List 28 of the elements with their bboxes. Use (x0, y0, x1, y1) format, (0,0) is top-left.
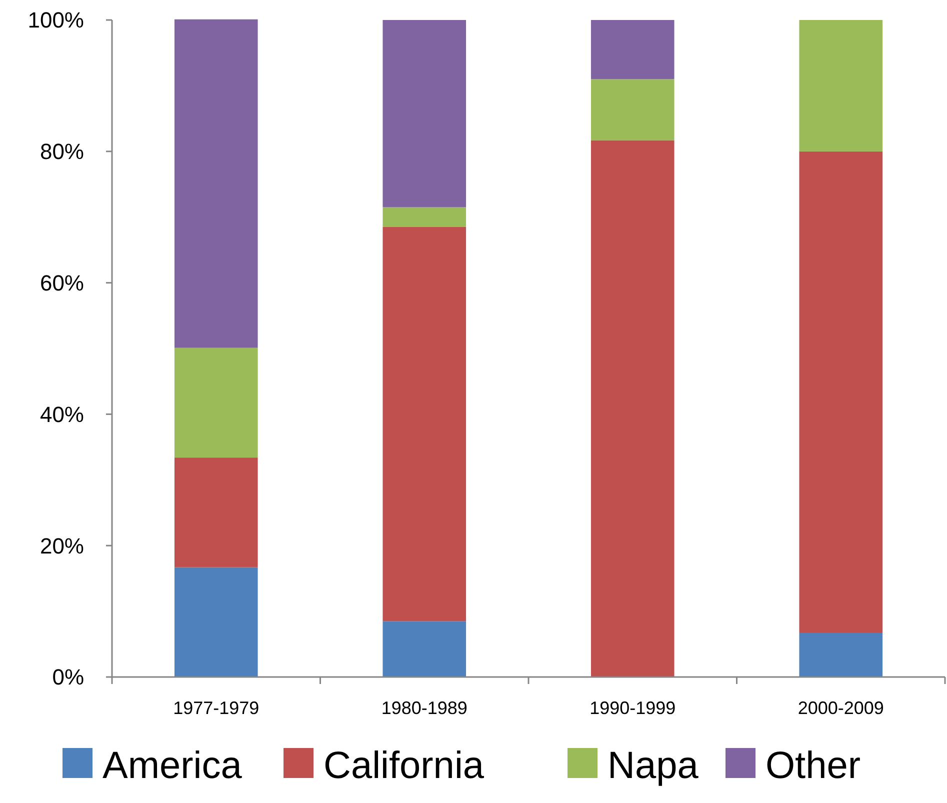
legend-label: America (102, 745, 243, 787)
legend-label: California (324, 745, 485, 787)
bar (382, 621, 466, 677)
bar (174, 458, 258, 568)
y-tick-label: 20% (40, 533, 84, 558)
legend-label: Other (766, 745, 861, 787)
bar (590, 20, 674, 80)
bar (799, 632, 883, 677)
bar (799, 151, 883, 633)
bar (590, 140, 674, 677)
bar (799, 20, 883, 152)
x-tick-label: 1990-1999 (590, 698, 676, 718)
y-tick-label: 0% (52, 664, 84, 690)
bar (382, 226, 466, 622)
bar (174, 348, 258, 458)
bar (382, 207, 466, 227)
x-tick-label: 1977-1979 (173, 698, 260, 718)
y-tick-label: 100% (28, 8, 84, 33)
legend-label: Napa (608, 745, 700, 787)
bar (382, 20, 466, 208)
bar (174, 567, 258, 677)
x-tick-label: 1980-1989 (381, 698, 468, 718)
x-tick-label: 2000-2009 (798, 698, 884, 718)
y-tick-label: 80% (40, 139, 84, 164)
bar (590, 79, 674, 140)
y-tick-label: 40% (40, 402, 84, 427)
bar (174, 19, 258, 348)
y-tick-label: 60% (40, 270, 84, 296)
